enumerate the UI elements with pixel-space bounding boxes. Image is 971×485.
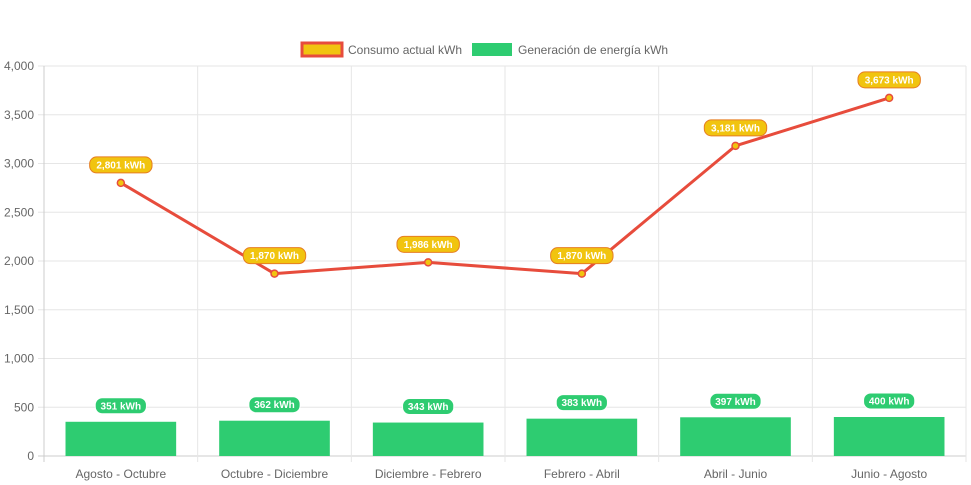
line-data-label-bg: [857, 71, 921, 89]
bar[interactable]: [65, 421, 177, 456]
bar-data-label-text: 362 kWh: [254, 400, 295, 411]
line-point[interactable]: [116, 178, 126, 188]
bar-data-label-bg: [402, 398, 455, 416]
bar[interactable]: [219, 420, 330, 456]
bar-data-label: 383 kWh: [555, 394, 608, 412]
line-data-label: 1,870 kWh: [550, 247, 614, 265]
bar[interactable]: [372, 422, 484, 456]
bar[interactable]: [833, 417, 945, 456]
line-data-label-text: 3,181 kWh: [711, 123, 760, 134]
bar-data-label: 362 kWh: [248, 396, 301, 414]
bar-data-label: 397 kWh: [709, 392, 762, 410]
line-point[interactable]: [423, 258, 433, 267]
legend-swatch-generacion: [472, 43, 512, 56]
x-tick-label: Junio - Agosto: [851, 467, 927, 481]
bar-data-label-text: 383 kWh: [562, 398, 603, 409]
bar-data-label-bg: [863, 392, 916, 410]
bar-data-label-text: 400 kWh: [869, 397, 910, 408]
line-data-label-text: 1,986 kWh: [404, 240, 453, 251]
bar-data-label-bg: [94, 397, 147, 415]
y-tick-label: 2,500: [4, 205, 34, 219]
legend-item-consumo[interactable]: Consumo actual kWh: [300, 41, 462, 58]
bar-data-label-bg: [709, 392, 762, 410]
line-data-label: 2,801 kWh: [89, 156, 153, 174]
bar[interactable]: [680, 417, 791, 456]
line-point[interactable]: [884, 93, 894, 103]
legend: Consumo actual kWh Generación de energía …: [300, 41, 668, 58]
line-data-label-bg: [550, 247, 614, 265]
y-tick-label: 1,500: [4, 303, 34, 317]
bar-data-label-text: 351 kWh: [101, 401, 142, 412]
line-point[interactable]: [270, 269, 279, 278]
y-tick-label: 500: [14, 400, 34, 414]
bar-data-label: 400 kWh: [863, 392, 916, 410]
line-data-label: 3,673 kWh: [857, 71, 921, 89]
line-data-label: 1,870 kWh: [242, 247, 307, 265]
x-tick-label: Febrero - Abril: [544, 467, 620, 481]
line-data-label-bg: [242, 247, 307, 265]
line-data-label: 1,986 kWh: [396, 235, 460, 253]
y-tick-label: 2,000: [4, 254, 34, 268]
bar[interactable]: [526, 418, 638, 456]
bar-data-label: 343 kWh: [402, 398, 455, 416]
labels-layer: 2,801 kWh 1,870 kWh 1,986 kWh 1,870 kWh 3,18…: [89, 71, 921, 416]
line-data-label-bg: [396, 235, 460, 253]
y-tick-label: 0: [27, 449, 34, 463]
x-tick-label: Diciembre - Febrero: [375, 467, 482, 481]
line-point[interactable]: [731, 141, 740, 151]
x-tick-label: Abril - Junio: [704, 467, 768, 481]
line-point[interactable]: [577, 269, 587, 278]
y-tick-label: 3,500: [4, 108, 34, 122]
bars-layer: [65, 417, 945, 456]
legend-item-generacion[interactable]: Generación de energía kWh: [472, 43, 668, 57]
y-tick-label: 1,000: [4, 352, 34, 366]
bar-data-label-bg: [555, 394, 608, 412]
axis-layer: 0 500 1,000 1,500 2,000 2,500 3,000 3,500 4,000 A…: [4, 59, 928, 481]
y-tick-label: 4,000: [4, 59, 34, 73]
line-data-label-bg: [89, 156, 153, 174]
line-data-label-bg: [703, 119, 768, 137]
line-data-label-text: 1,870 kWh: [557, 251, 606, 262]
legend-label-generacion: Generación de energía kWh: [518, 43, 668, 57]
line-data-label-text: 2,801 kWh: [96, 160, 145, 171]
x-tick-label: Octubre - Diciembre: [221, 467, 329, 481]
x-tick-label: Agosto - Octubre: [75, 467, 166, 481]
grid-layer: [38, 65, 967, 462]
legend-label-consumo: Consumo actual kWh: [348, 43, 462, 57]
bar-data-label: 351 kWh: [94, 397, 147, 415]
line-data-label-text: 3,673 kWh: [865, 75, 914, 86]
line-data-label: 3,181 kWh: [703, 119, 768, 137]
legend-swatch-consumo: [300, 41, 344, 58]
y-tick-label: 3,000: [4, 157, 34, 171]
line-data-label-text: 1,870 kWh: [250, 251, 299, 262]
bar-data-label-text: 343 kWh: [408, 402, 449, 413]
bar-data-label-bg: [248, 396, 301, 414]
bar-data-label-text: 397 kWh: [715, 397, 756, 408]
